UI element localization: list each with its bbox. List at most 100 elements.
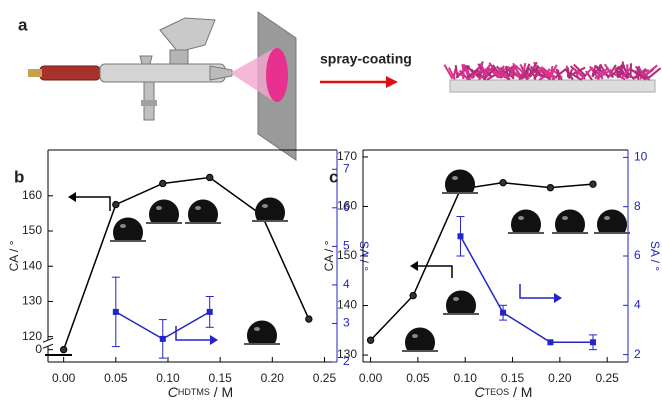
y2-tick-label: 4 — [634, 297, 641, 311]
fiber — [591, 64, 597, 77]
droplet — [446, 290, 477, 313]
fiber — [544, 68, 551, 79]
series-line — [62, 176, 310, 350]
fiber — [510, 66, 515, 77]
point — [206, 173, 214, 182]
y-tick-label: 160 — [22, 188, 42, 202]
guide-arrow — [519, 284, 556, 299]
droplet-highlight — [156, 206, 162, 210]
spray-cone — [230, 48, 275, 102]
panel-label: b — [14, 167, 24, 186]
x-axis-title-part: HDTMS — [178, 387, 210, 397]
fiber — [491, 70, 502, 79]
droplet-highlight — [195, 206, 201, 210]
droplet — [597, 209, 627, 232]
fiber — [535, 64, 552, 79]
guide-arrow — [74, 196, 111, 211]
point — [589, 339, 596, 346]
droplet — [405, 327, 436, 350]
x-tick-label: 0.05 — [406, 371, 430, 385]
y2-tick-label: 8 — [634, 199, 641, 213]
caption: spray-coating — [320, 51, 412, 67]
droplet — [113, 217, 143, 240]
point — [366, 336, 375, 344]
axis-break — [43, 340, 53, 347]
series-line — [370, 181, 594, 341]
fiber — [453, 70, 472, 81]
fiber — [483, 67, 496, 81]
fiber — [596, 68, 612, 80]
fiber — [594, 66, 610, 80]
series-line — [459, 235, 593, 344]
point — [546, 183, 555, 192]
point — [159, 179, 167, 188]
droplet-highlight — [518, 216, 524, 220]
fiber — [573, 63, 587, 78]
y2-tick-label: 2 — [343, 354, 350, 368]
guide-arrow-head — [68, 192, 76, 202]
droplet — [254, 197, 286, 220]
panel-label: c — [329, 167, 338, 186]
fiber — [647, 67, 662, 79]
spray-spot — [266, 48, 288, 102]
y-tick-label: 130 — [22, 294, 42, 308]
y-tick-label: 140 — [337, 298, 357, 312]
y2-tick-label: 7 — [343, 161, 350, 175]
droplet — [149, 199, 179, 222]
y-tick-label: 160 — [337, 199, 357, 213]
point — [409, 291, 417, 300]
spray-gun — [28, 17, 233, 121]
fiber — [479, 63, 490, 78]
y2-tick-label: 3 — [343, 316, 350, 330]
axis-break — [42, 337, 54, 343]
x-tick-label: 0.15 — [501, 371, 525, 385]
x-tick-label: 0.15 — [208, 371, 232, 385]
y2-tick-label: 6 — [343, 200, 350, 214]
point — [59, 345, 68, 354]
droplet-highlight — [254, 327, 260, 331]
fiber — [564, 67, 574, 81]
y-tick-label: 120 — [22, 329, 42, 343]
fiber — [630, 68, 648, 80]
fiber — [512, 62, 522, 79]
x-axis-title-part: / M — [210, 384, 233, 400]
fiber — [464, 65, 482, 77]
fiber — [606, 64, 617, 79]
fiber — [521, 62, 527, 78]
droplet-highlight — [562, 216, 568, 220]
point — [159, 335, 166, 342]
point — [112, 308, 119, 315]
y-tick-label: 150 — [337, 248, 357, 262]
droplet — [188, 199, 219, 222]
y-tick-label: 0 — [35, 342, 42, 356]
y-tick-label: 130 — [337, 347, 357, 361]
x-axis-title-part: C — [475, 384, 486, 400]
point — [112, 200, 120, 209]
fiber — [557, 69, 560, 80]
x-tick-label: 0.05 — [104, 371, 128, 385]
x-axis-title-part: TEOS — [485, 387, 510, 397]
fiber — [471, 67, 485, 78]
y-tick-label: 150 — [22, 223, 42, 237]
x-axis-title-part: / M — [509, 384, 532, 400]
droplet-highlight — [412, 334, 418, 338]
y-tick-label: 140 — [22, 258, 42, 272]
droplet-highlight — [604, 216, 610, 220]
guide-arrow — [416, 265, 453, 278]
y-axis-title: CA / ° — [7, 240, 21, 271]
fiber — [609, 64, 623, 78]
guide-arrow — [175, 326, 212, 341]
x-axis-title: CTEOS / M — [475, 384, 533, 400]
fiber — [567, 68, 573, 79]
y2-tick-label: 4 — [343, 277, 350, 291]
fiber — [447, 67, 456, 80]
fiber — [550, 67, 563, 79]
point — [305, 315, 313, 323]
fiber — [493, 70, 507, 79]
y2-tick-label: 10 — [634, 150, 648, 164]
guide-arrow-head — [554, 293, 562, 303]
fiber — [527, 61, 538, 77]
fiber — [623, 68, 636, 81]
arrow-head — [386, 76, 398, 88]
